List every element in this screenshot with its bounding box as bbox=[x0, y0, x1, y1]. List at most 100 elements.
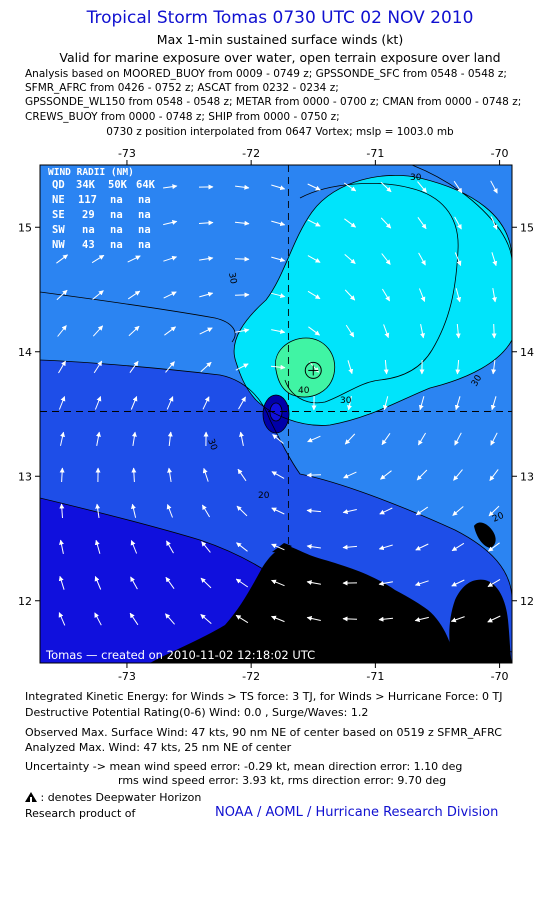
wind-vector-arrow bbox=[271, 615, 285, 623]
radii-34k-value: 117 bbox=[78, 194, 97, 206]
max-wind-marker bbox=[304, 361, 322, 379]
wind-vector-arrow bbox=[271, 256, 286, 263]
wind-vector-arrow bbox=[453, 180, 463, 194]
wind-vector-arrow bbox=[236, 505, 248, 517]
uncertainty-rms: rms wind speed error: 3.93 kt, rms direc… bbox=[118, 774, 447, 787]
wind-vector-arrow bbox=[306, 616, 321, 621]
deepwater-legend-text: : denotes Deepwater Horizon bbox=[40, 791, 202, 804]
contour-labels: 30 30 30 30 30 40 20 20 10 bbox=[205, 173, 506, 641]
wind-vector-arrow bbox=[271, 292, 286, 299]
band-40-50 bbox=[275, 338, 335, 398]
wind-vector-arrow bbox=[306, 580, 321, 585]
wind-vector-arrow bbox=[199, 327, 213, 335]
wind-vector-arrow bbox=[163, 291, 177, 299]
wind-vector-arrow bbox=[239, 431, 244, 446]
research-label: Research product of bbox=[25, 807, 136, 820]
contour-label: 20 bbox=[491, 511, 506, 525]
wind-vector-arrow bbox=[201, 504, 211, 518]
wind-vector-arrow bbox=[164, 326, 177, 336]
dpr-line: Destructive Potential Rating(0-6) Wind: … bbox=[25, 706, 369, 719]
wind-vector-arrow bbox=[491, 288, 497, 303]
wind-vector-arrow bbox=[56, 254, 68, 264]
storm-eye bbox=[270, 403, 282, 421]
wind-vector-arrow bbox=[418, 252, 426, 266]
wind-vector-arrow bbox=[379, 507, 393, 515]
wind-vector-arrow bbox=[487, 578, 501, 588]
wind-vector-arrow bbox=[491, 323, 497, 339]
wind-vector-arrow bbox=[306, 472, 322, 478]
radii-quadrant: SE bbox=[52, 209, 65, 221]
wind-vector-arrow bbox=[344, 289, 356, 301]
island-aruba bbox=[272, 543, 292, 553]
wind-vector-arrow bbox=[347, 396, 352, 411]
analysis-sources: Analysis based on MOORED_BUOY from 0009 … bbox=[25, 67, 521, 124]
analyzed-max-wind: Analyzed Max. Wind: 47 kts, 25 nm NE of … bbox=[25, 741, 292, 754]
radii-quadrant: NE bbox=[52, 194, 65, 206]
wind-vector-arrow bbox=[166, 540, 174, 554]
radii-34k-value: 29 bbox=[82, 209, 95, 221]
wind-vector-arrow bbox=[490, 180, 498, 194]
analysis-line: SFMR_AFRC from 0426 - 0752 z; ASCAT from… bbox=[25, 82, 339, 95]
wind-vector-arrow bbox=[166, 396, 174, 410]
wind-vector-arrow bbox=[454, 396, 461, 411]
wind-vector-arrow bbox=[165, 613, 175, 625]
wind-vector-arrow bbox=[451, 542, 465, 552]
wind-vector-arrow bbox=[452, 506, 464, 516]
wind-vector-arrow bbox=[380, 470, 392, 480]
lat-label-left: 15 bbox=[18, 221, 32, 234]
wind-vector-arrow bbox=[237, 468, 247, 482]
wind-vector-arrow bbox=[59, 467, 65, 483]
wind-vector-arrow bbox=[201, 541, 211, 553]
contour-label: 40 bbox=[298, 386, 310, 396]
wind-vector-arrow bbox=[131, 467, 137, 483]
wind-vector-arrow bbox=[198, 220, 214, 226]
wind-vector-arrow bbox=[381, 433, 391, 446]
lon-label-bottom: -72 bbox=[242, 670, 260, 683]
noaa-link[interactable]: NOAA / AOML / Hurricane Research Divisio… bbox=[215, 805, 499, 820]
wind-vector-arrow bbox=[163, 219, 178, 226]
wind-vector-arrow bbox=[59, 539, 64, 554]
wind-vector-arrow bbox=[163, 184, 178, 190]
wind-vector-arrow bbox=[490, 216, 498, 230]
ike-line: Integrated Kinetic Energy: for Winds > T… bbox=[25, 690, 503, 703]
analysis-line: CREWS_BUOY from 0000 - 0748 z; SHIP from… bbox=[25, 110, 340, 123]
wind-vector-arrow bbox=[165, 361, 175, 373]
wind-vector-arrow bbox=[487, 615, 501, 623]
wind-radii-title: WIND RADII (NM) bbox=[48, 167, 134, 178]
wind-vector-arrow bbox=[489, 469, 499, 482]
wind-vector-arrow bbox=[128, 325, 140, 337]
lon-label-bottom: -71 bbox=[366, 670, 384, 683]
wind-vector-arrow bbox=[235, 184, 250, 190]
wind-vector-arrow bbox=[235, 578, 249, 588]
wind-vector-arrow bbox=[415, 506, 429, 516]
wind-vector-arrow bbox=[383, 359, 389, 375]
wind-vector-arrow bbox=[238, 396, 246, 410]
lat-label-left: 12 bbox=[18, 595, 32, 608]
wind-vector-arrow bbox=[491, 360, 497, 375]
lon-label-bottom: -73 bbox=[118, 670, 136, 683]
wind-vector-arrow bbox=[202, 467, 209, 482]
axis-ticks: -73 -73 -72 -72 -71 -71 -70 -70 15 15 14 14 13 13 12 12 bbox=[18, 147, 534, 683]
lat-label-right: 15 bbox=[520, 221, 534, 234]
wind-vector-arrow bbox=[378, 616, 394, 622]
wind-vector-arrow bbox=[163, 255, 178, 262]
wind-vector-arrow bbox=[234, 256, 250, 262]
wind-vector-arrow bbox=[200, 361, 212, 373]
contour-label: 30 bbox=[340, 396, 352, 406]
wind-vector-arrow bbox=[380, 181, 392, 193]
radii-header-64k: 64K bbox=[136, 179, 156, 191]
south-america-coast bbox=[150, 546, 456, 663]
wind-vector-arrow bbox=[308, 326, 321, 336]
wind-vector-arrow bbox=[378, 581, 393, 586]
wind-vector-arrow bbox=[94, 539, 101, 554]
wind-vector-arrow bbox=[129, 360, 139, 373]
wind-vector-arrow bbox=[491, 252, 498, 267]
wind-vector-arrow bbox=[127, 255, 141, 263]
wind-vector-arrow bbox=[453, 469, 463, 481]
lon-label-bottom: -70 bbox=[491, 670, 509, 683]
wind-vector-arrow bbox=[91, 254, 105, 264]
wind-vector-arrow bbox=[343, 182, 357, 192]
wind-vector-arrow bbox=[235, 363, 249, 371]
lat-label-right: 13 bbox=[520, 470, 534, 483]
wind-vector-arrow bbox=[58, 360, 66, 374]
